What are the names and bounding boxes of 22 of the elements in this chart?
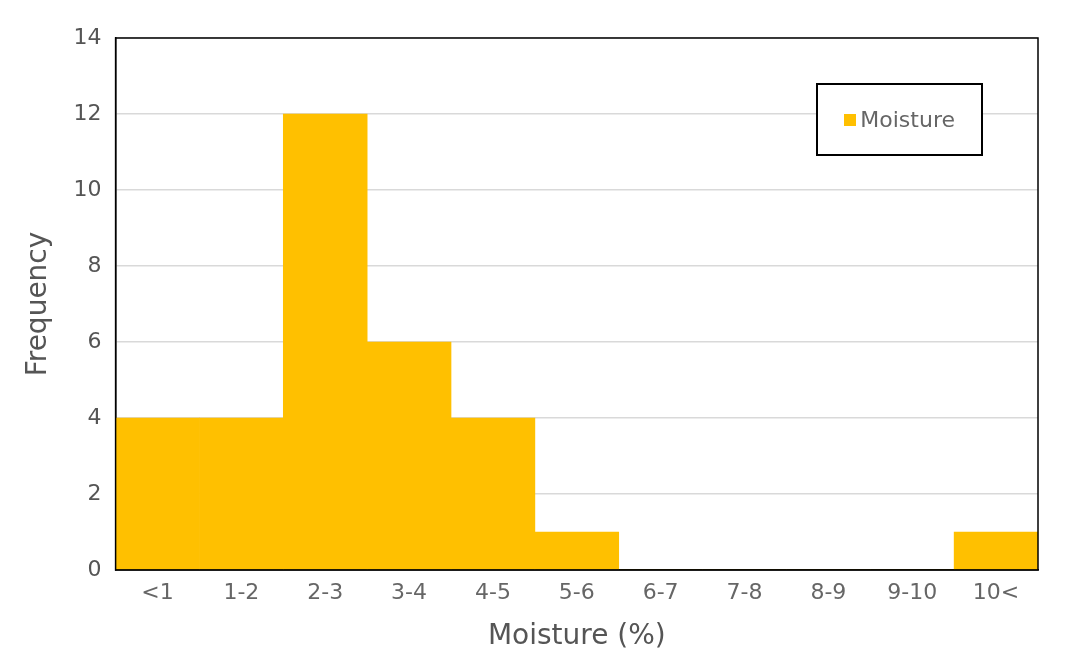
y-tick-label: 12 [73, 99, 102, 125]
x-tick-label: 3-4 [391, 578, 428, 604]
x-tick-label: 1-2 [223, 578, 260, 604]
y-tick-label: 2 [87, 479, 102, 505]
x-tick-label: 6-7 [642, 578, 679, 604]
y-tick-label: 10 [73, 175, 102, 201]
x-tick-label: 7-8 [726, 578, 763, 604]
x-tick-label: 10< [972, 578, 1020, 604]
x-tick-label: <1 [141, 578, 174, 604]
y-tick-label: 0 [87, 555, 102, 581]
y-axis-title: Frequency [20, 231, 54, 377]
x-tick-label: 4-5 [474, 578, 511, 604]
x-axis-title: Moisture (%) [487, 618, 666, 652]
legend-label: Moisture [860, 107, 955, 132]
y-tick-label: 14 [73, 23, 102, 49]
x-tick-label: 8-9 [810, 578, 847, 604]
y-tick-label: 8 [87, 251, 102, 277]
x-tick-label: 5-6 [558, 578, 595, 604]
y-tick-label: 4 [87, 403, 102, 429]
x-tick-label: 9-10 [887, 578, 938, 604]
x-tick-label: 2-3 [307, 578, 344, 604]
y-tick-label: 6 [87, 327, 102, 353]
